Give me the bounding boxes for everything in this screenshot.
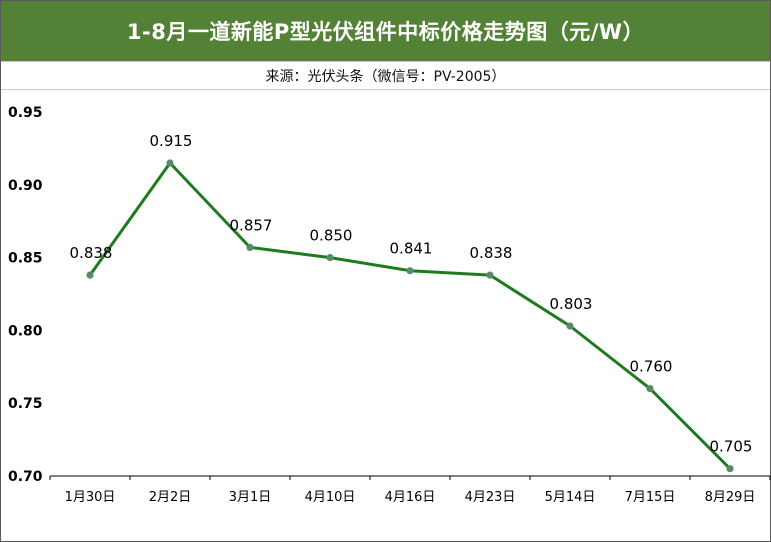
x-tick-label: 1月30日: [65, 490, 116, 505]
x-tick-label: 5月14日: [545, 490, 596, 505]
x-tick-label: 4月10日: [305, 490, 356, 505]
data-point: [246, 243, 254, 251]
y-tick-label: 0.70: [8, 469, 43, 485]
data-point: [406, 267, 414, 275]
y-axis: 0.70 0.75 0.80 0.85 0.90 0.95: [8, 105, 43, 485]
data-label: 0.760: [630, 358, 673, 376]
data-label: 0.915: [150, 132, 193, 150]
data-label: 0.705: [710, 438, 753, 456]
data-point: [726, 465, 734, 473]
x-tick-label: 4月23日: [465, 490, 516, 505]
data-label: 0.803: [550, 295, 593, 313]
y-tick-label: 0.90: [8, 178, 43, 194]
data-point: [166, 159, 174, 167]
x-tick-label: 8月29日: [705, 490, 756, 505]
x-axis: 1月30日 2月2日 3月1日 4月10日 4月16日 4月23日 5月14日 7月15日 8月…: [49, 476, 771, 505]
data-label: 0.850: [310, 227, 353, 245]
y-tick-label: 0.85: [8, 251, 43, 267]
data-point: [566, 322, 574, 330]
chart-title-bar: 1-8月一道新能P型光伏组件中标价格走势图（元/W）: [1, 1, 770, 61]
data-points: [86, 159, 734, 473]
y-tick-label: 0.95: [8, 105, 43, 121]
x-tick-label: 4月16日: [385, 490, 436, 505]
series-line: [88, 161, 732, 470]
chart-title: 1-8月一道新能P型光伏组件中标价格走势图（元/W）: [126, 20, 645, 44]
data-label: 0.841: [390, 240, 433, 258]
y-tick-label: 0.75: [8, 396, 43, 412]
x-tick-label: 7月15日: [625, 490, 676, 505]
y-tick-label: 0.80: [8, 323, 43, 339]
data-label: 0.838: [470, 244, 513, 262]
data-labels: 0.838 0.915 0.857 0.850 0.841 0.838 0.803 0.760…: [70, 132, 753, 456]
data-point: [86, 271, 94, 279]
x-tick-label: 3月1日: [229, 490, 272, 505]
source-text: 来源：光伏头条（微信号：PV-2005）: [265, 68, 506, 85]
x-tick-label: 2月2日: [149, 490, 192, 505]
data-point: [326, 254, 334, 262]
data-point: [486, 271, 494, 279]
data-label: 0.838: [70, 244, 113, 262]
data-point: [646, 385, 654, 393]
data-label: 0.857: [230, 216, 273, 234]
source-row: 来源：光伏头条（微信号：PV-2005）: [1, 61, 770, 90]
